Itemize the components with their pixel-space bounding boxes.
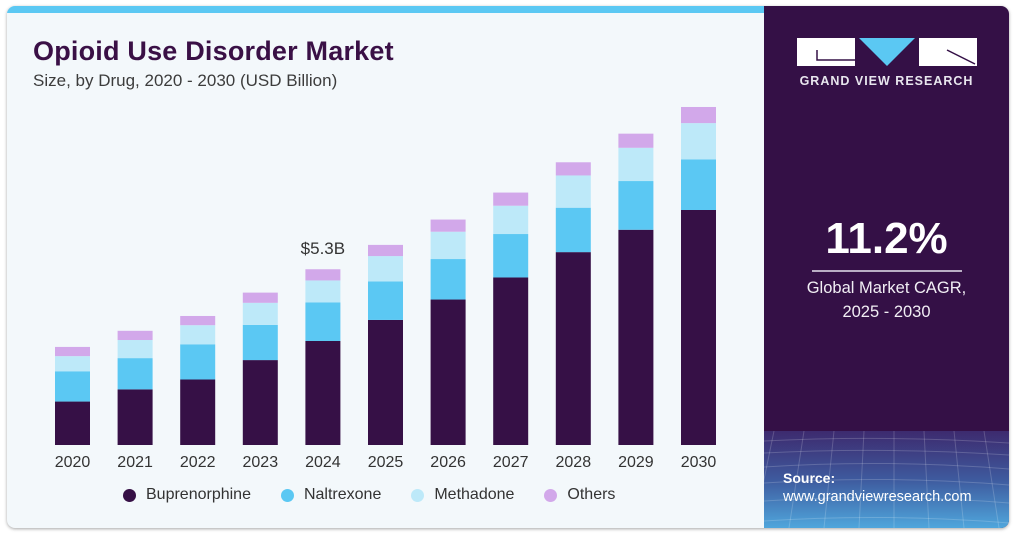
bar-segment-methadone-2021 [117, 340, 153, 359]
bar-segment-naltrexone-2025 [368, 281, 403, 320]
stacked-bar-chart: 2020 2021 2022 2023 2024 $5.3B 2025 2026 2027 202… [55, 106, 717, 471]
bar-segment-naltrexone-2020 [55, 371, 90, 402]
divider [812, 270, 962, 272]
cagr-label-line2: 2025 - 2030 [842, 303, 931, 321]
legend-label: Others [567, 486, 616, 503]
source-panel [764, 431, 1009, 528]
x-tick-label: 2022 [180, 454, 216, 471]
legend-swatch-icon [123, 488, 136, 502]
bar-segment-others-2030 [681, 106, 716, 124]
chart-subtitle: Size, by Drug, 2020 - 2030 (USD Billion) [33, 71, 338, 90]
bar-segment-methadone-2022 [180, 325, 216, 345]
bar-segment-methadone-2023 [242, 302, 278, 325]
bar-segment-buprenorphine-2028 [555, 252, 591, 445]
bar-segment-others-2027 [493, 192, 529, 206]
bar-segment-methadone-2029 [618, 147, 654, 182]
bar-segment-methadone-2025 [368, 256, 403, 282]
data-label-2024: $5.3B [301, 239, 345, 258]
bar-segment-others-2021 [117, 330, 153, 341]
bar-segment-naltrexone-2024 [305, 302, 341, 341]
bar-segment-naltrexone-2021 [117, 358, 153, 390]
bar-segment-methadone-2030 [681, 123, 716, 160]
grand-view-research-logo [797, 38, 977, 66]
legend-swatch-icon [280, 488, 294, 502]
brand-name: GRAND VIEW RESEARCH [799, 74, 974, 88]
bar-segment-naltrexone-2026 [430, 259, 466, 300]
sidebar-panel: GRAND VIEW RESEARCH 11.2% Global Market … [764, 6, 1009, 528]
cagr-value: 11.2% [825, 214, 948, 263]
legend-item-methadone: Methadone [411, 486, 514, 504]
legend-label: Naltrexone [303, 486, 382, 503]
bar-segment-buprenorphine-2020 [55, 401, 90, 445]
bar-segment-methadone-2020 [55, 356, 90, 372]
cagr-label: Global Market CAGR, 2025 - 2030 [764, 276, 1009, 324]
bar-segment-naltrexone-2023 [242, 324, 278, 361]
x-tick-label: 2026 [430, 454, 466, 471]
legend-swatch-icon [411, 488, 425, 502]
source-label: Source: [783, 470, 836, 486]
bar-segment-buprenorphine-2022 [180, 379, 216, 445]
bar-segment-methadone-2028 [555, 175, 591, 208]
legend-swatch-icon [544, 488, 558, 502]
bar-segment-buprenorphine-2027 [493, 277, 529, 445]
bar-segment-buprenorphine-2030 [681, 210, 716, 445]
infographic-card: Opioid Use Disorder Market Size, by Drug… [7, 6, 1009, 528]
bar-segment-buprenorphine-2024 [305, 340, 341, 445]
bar-segment-others-2024 [305, 269, 341, 281]
bar-segment-buprenorphine-2029 [618, 229, 654, 445]
bar-segment-methadone-2026 [430, 231, 466, 260]
bar-segment-others-2029 [618, 133, 654, 148]
grid-mesh-decoration [764, 431, 1009, 528]
bar-segment-others-2026 [430, 219, 466, 232]
bar-segment-buprenorphine-2025 [368, 319, 403, 445]
cagr-label-line1: Global Market CAGR, [806, 279, 967, 297]
bar-segment-naltrexone-2030 [681, 159, 716, 211]
chart-legend: Buprenorphine Naltrexone Methadone Others [123, 486, 645, 504]
x-tick-label: 2028 [556, 454, 592, 471]
bar-segment-methadone-2027 [493, 205, 529, 235]
x-tick-label: 2025 [368, 454, 404, 471]
source-link[interactable]: www.grandviewresearch.com [783, 489, 972, 505]
bar-segment-others-2028 [555, 162, 591, 176]
bar-segment-naltrexone-2028 [555, 207, 591, 253]
bar-segment-others-2022 [180, 315, 216, 326]
legend-item-others: Others [544, 486, 615, 504]
chart-title: Opioid Use Disorder Market [33, 36, 394, 66]
bar-segment-buprenorphine-2026 [430, 299, 466, 445]
bar-segment-naltrexone-2022 [180, 344, 216, 380]
x-tick-label: 2030 [681, 454, 717, 471]
bar-segment-others-2023 [242, 292, 278, 303]
legend-item-buprenorphine: Buprenorphine [123, 486, 251, 504]
x-tick-label: 2024 [305, 454, 341, 471]
accent-bar [7, 6, 764, 13]
x-tick-label: 2027 [493, 454, 529, 471]
legend-item-naltrexone: Naltrexone [280, 486, 382, 504]
x-tick-label: 2020 [55, 454, 91, 471]
bar-segment-buprenorphine-2021 [117, 389, 153, 445]
bar-segment-buprenorphine-2023 [242, 360, 278, 445]
bar-segment-methadone-2024 [305, 280, 341, 303]
bar-segment-others-2025 [368, 244, 403, 257]
legend-label: Methadone [434, 486, 515, 503]
x-tick-label: 2021 [117, 454, 153, 471]
bar-segment-naltrexone-2029 [618, 181, 654, 230]
x-tick-label: 2023 [243, 454, 279, 471]
bar-segment-naltrexone-2027 [493, 234, 529, 278]
bar-segment-others-2020 [55, 346, 90, 357]
legend-label: Buprenorphine [146, 486, 251, 503]
x-tick-label: 2029 [618, 454, 654, 471]
